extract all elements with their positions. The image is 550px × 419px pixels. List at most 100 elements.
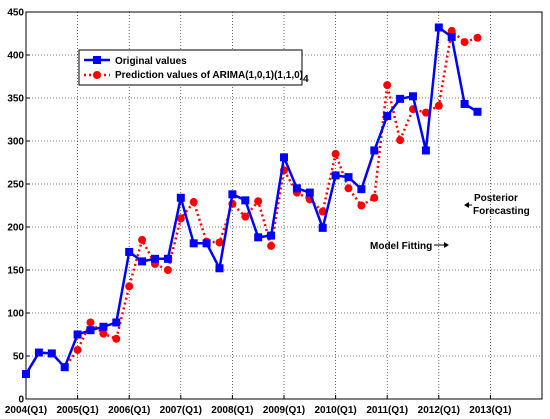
y-tick-label: 450	[7, 8, 24, 19]
x-tick-label: 2006(Q1)	[108, 405, 150, 416]
original-value-point	[138, 257, 147, 266]
y-tick-label: 100	[7, 309, 24, 320]
original-value-point	[447, 32, 456, 41]
arrow-left-icon	[464, 202, 469, 208]
original-value-point	[292, 184, 301, 193]
original-value-point	[241, 196, 250, 205]
original-value-point	[163, 254, 172, 263]
y-tick-label: 350	[7, 94, 24, 105]
prediction-value-point	[434, 101, 443, 110]
original-value-point	[73, 330, 82, 339]
prediction-value-point	[163, 266, 172, 274]
legend-label-original: Original values	[115, 56, 187, 67]
original-value-point	[305, 188, 314, 197]
original-value-point	[86, 326, 95, 335]
y-tick-label: 200	[7, 223, 24, 234]
x-tick-label: 2005(Q1)	[56, 405, 98, 416]
legend-marker-original	[93, 56, 101, 64]
prediction-value-point	[396, 136, 405, 145]
prediction-value-point	[473, 33, 482, 42]
annotations: Model Fitting Posterior Forecasting	[370, 193, 530, 252]
original-value-point	[254, 233, 263, 242]
x-tick-label: 2007(Q1)	[160, 405, 202, 416]
original-value-point	[228, 190, 237, 199]
original-value-point	[370, 146, 379, 155]
prediction-value-point	[267, 241, 276, 250]
y-tick-label: 400	[7, 51, 24, 62]
prediction-value-point	[86, 318, 95, 327]
x-axis: 2004(Q1) 2005(Q1) 2006(Q1) 2007(Q1) 2008(Q1)…	[5, 395, 512, 416]
y-tick-label: 0	[18, 395, 24, 406]
arrow-right-icon	[444, 242, 449, 248]
original-value-point	[318, 223, 327, 232]
x-tick-label: 2004(Q1)	[5, 405, 47, 416]
prediction-value-point	[370, 193, 379, 202]
prediction-value-point	[447, 26, 456, 35]
prediction-value-point	[73, 345, 82, 354]
annotation-forecasting: Forecasting	[473, 206, 530, 217]
x-tick-label: 2012(Q1)	[418, 405, 460, 416]
legend-marker-prediction	[93, 71, 101, 79]
prediction-value-point	[318, 207, 327, 216]
prediction-value-point	[176, 214, 185, 223]
legend-label-prediction-main: Prediction values of ARIMA(1,0,1)(1,1,0)	[115, 70, 303, 81]
x-tick-label: 2010(Q1)	[314, 405, 356, 416]
prediction-value-point	[344, 184, 353, 193]
original-value-point	[383, 112, 392, 121]
original-value-point	[112, 318, 121, 327]
original-value-point	[280, 153, 288, 162]
original-value-point	[267, 231, 276, 240]
original-value-point	[409, 92, 417, 101]
annotation-model-fitting: Model Fitting	[370, 241, 432, 252]
y-tick-label: 250	[7, 180, 24, 191]
legend: Original values Prediction values of ARI…	[78, 49, 309, 86]
series-group	[22, 23, 482, 379]
y-tick-label: 50	[13, 352, 25, 363]
prediction-value-point	[254, 197, 263, 206]
prediction-value-point	[138, 235, 147, 244]
original-value-point	[176, 193, 185, 202]
prediction-value-point	[383, 81, 392, 90]
x-tick-label: 2009(Q1)	[263, 405, 305, 416]
legend-label-prediction: Prediction values of ARIMA(1,0,1)(1,1,0)…	[115, 70, 309, 85]
y-axis: 0 50 100 150 200 250 300 350 400 450	[7, 8, 30, 406]
prediction-value-point	[460, 38, 469, 47]
original-value-point	[421, 146, 430, 155]
x-tick-label: 2008(Q1)	[211, 405, 253, 416]
prediction-value-point	[112, 334, 121, 343]
original-value-point	[125, 247, 134, 256]
original-value-point	[47, 349, 56, 358]
prediction-value-point	[189, 198, 198, 207]
legend-box	[78, 49, 303, 86]
original-value-point	[331, 171, 340, 180]
prediction-value-point	[125, 282, 134, 291]
prediction-value-point	[357, 201, 366, 210]
prediction-value-point	[421, 108, 430, 117]
original-value-point	[434, 23, 443, 32]
prediction-value-point	[331, 149, 340, 158]
original-value-point	[344, 173, 353, 182]
x-tick-label: 2013(Q1)	[469, 405, 511, 416]
original-value-point	[202, 239, 211, 248]
original-value-point	[99, 322, 108, 331]
original-value-point	[60, 363, 69, 372]
x-tick-label: 2011(Q1)	[366, 405, 408, 416]
original-value-point	[189, 239, 198, 248]
y-tick-label: 150	[7, 266, 24, 277]
original-value-point	[473, 107, 482, 116]
prediction-values-line	[24, 29, 478, 375]
original-value-point	[357, 185, 366, 194]
prediction-value-point	[99, 329, 108, 338]
original-value-point	[34, 348, 43, 357]
y-tick-label: 300	[7, 137, 24, 148]
legend-label-prediction-subscript: 4	[303, 74, 309, 85]
original-value-point	[396, 94, 405, 103]
original-value-point	[151, 254, 159, 263]
original-value-point	[460, 100, 469, 109]
prediction-value-point	[215, 238, 224, 247]
original-value-point	[215, 264, 224, 273]
original-value-point	[22, 370, 30, 379]
annotation-posterior: Posterior	[474, 193, 518, 204]
prediction-value-point	[241, 212, 250, 221]
